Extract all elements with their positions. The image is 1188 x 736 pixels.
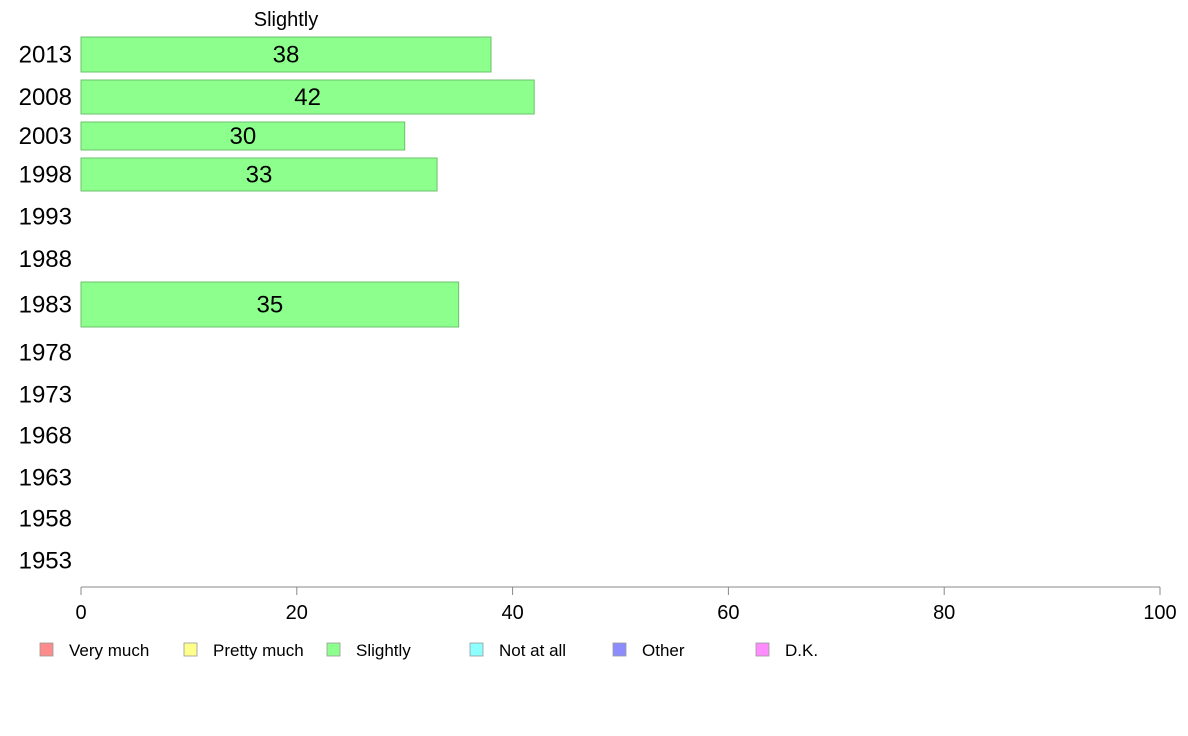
year-label: 1993 [19, 204, 72, 231]
bar-value-label: 30 [229, 123, 256, 150]
chart-rows: 2013 38 2008 42 2003 30 1998 33 1993 1988 1983 35 19… [19, 36, 535, 575]
x-tick-label: 40 [501, 602, 523, 624]
legend-swatch [469, 642, 484, 657]
year-label: 1973 [19, 382, 72, 409]
x-tick-label: 100 [1143, 602, 1176, 624]
legend-label: Not at all [499, 641, 566, 660]
bar-value-label: 33 [246, 162, 273, 189]
bar-value-label: 35 [256, 292, 283, 319]
year-label: 1963 [19, 465, 72, 492]
x-tick-label: 80 [933, 602, 955, 624]
legend-swatch [755, 642, 770, 657]
legend-swatch [183, 642, 198, 657]
bar-value-label: 38 [273, 42, 300, 69]
x-tick-label: 20 [286, 602, 308, 624]
bar [80, 121, 406, 151]
legend-swatch [39, 642, 54, 657]
x-axis: 0 20 40 60 80 100 [75, 586, 1177, 624]
x-tick-label: 60 [717, 602, 739, 624]
bar [80, 79, 535, 115]
legend-label: D.K. [785, 641, 818, 660]
year-label: 1958 [19, 506, 72, 533]
legend-label: Slightly [356, 641, 411, 660]
year-label: 1988 [19, 246, 72, 273]
legend-label: Very much [69, 641, 149, 660]
year-label: 1978 [19, 340, 72, 367]
year-label: 2008 [19, 84, 72, 111]
year-label: 2003 [19, 123, 72, 150]
legend-swatch [612, 642, 627, 657]
year-label: 2013 [19, 42, 72, 69]
bar [80, 281, 460, 328]
x-tick-label: 0 [75, 602, 86, 624]
legend-label: Other [642, 641, 685, 660]
bar [80, 36, 492, 73]
year-label: 1953 [19, 548, 72, 575]
bar [80, 157, 438, 192]
year-label: 1983 [19, 292, 72, 319]
legend-label: Pretty much [213, 641, 304, 660]
series-title: Slightly [254, 9, 318, 31]
year-label: 1968 [19, 423, 72, 450]
year-label: 1998 [19, 162, 72, 189]
legend: Very much Pretty much Slightly Not at all Ot… [39, 641, 818, 660]
legend-swatch [326, 642, 341, 657]
bar-value-label: 42 [294, 84, 321, 111]
